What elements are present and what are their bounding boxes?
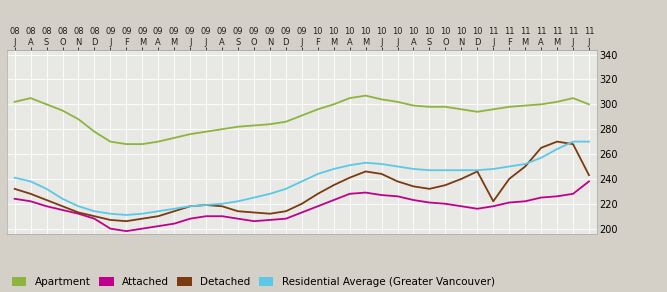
Legend: Apartment, Attached, Detached, Residential Average (Greater Vancouver): Apartment, Attached, Detached, Residenti… — [12, 277, 495, 287]
